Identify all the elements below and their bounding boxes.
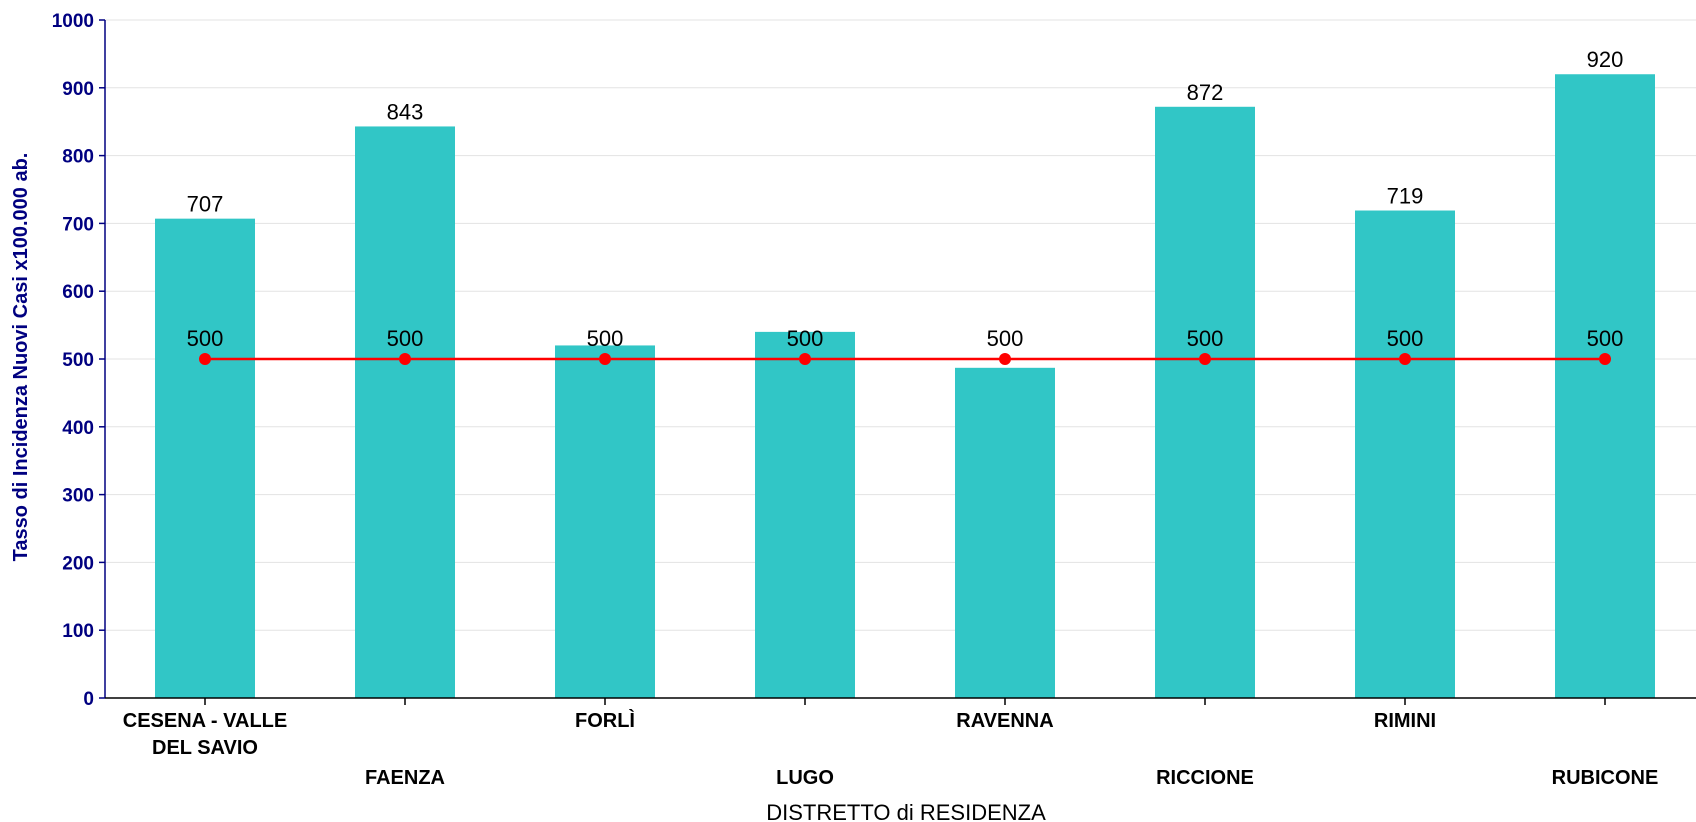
bar-value-label: 719 [1387,184,1424,209]
bar [1155,106,1255,698]
threshold-value-label: 500 [787,326,824,351]
y-tick-label: 700 [62,214,94,235]
bar-series [155,74,1655,699]
threshold-point [599,353,611,365]
bar [955,367,1055,698]
data-labels: 707 843 872 719 920 500 500 500 500 500 500 500 500 [187,47,1624,351]
threshold-value-label: 500 [387,326,424,351]
threshold-value-label: 500 [1387,326,1424,351]
x-category-label: DEL SAVIO [152,737,258,759]
x-category-label: LUGO [776,767,834,789]
threshold-line-series [199,353,1611,365]
threshold-point [999,353,1011,365]
bar [1355,210,1455,698]
y-tick-label: 300 [62,486,94,507]
y-tick-label: 500 [62,350,94,371]
threshold-point [1399,353,1411,365]
x-category-label: RAVENNA [956,710,1053,732]
y-tick-label: 200 [62,553,94,574]
x-category-label: RUBICONE [1552,767,1659,789]
threshold-point [799,353,811,365]
threshold-value-label: 500 [1187,326,1224,351]
threshold-point [1599,353,1611,365]
axes: 0 100 200 300 400 500 600 700 800 900 1000 CESENA -… [52,11,1696,789]
y-tick-label: 800 [62,147,94,168]
threshold-value-label: 500 [187,326,224,351]
bar-value-label: 872 [1187,80,1224,105]
y-tick-label: 400 [62,418,94,439]
threshold-value-label: 500 [987,326,1024,351]
threshold-value-label: 500 [587,326,624,351]
bar [1555,74,1655,699]
x-category-label: CESENA - VALLE [123,710,287,732]
y-axis-title: Tasso di Incidenza Nuovi Casi x100.000 a… [10,153,32,562]
grid-lines [105,19,1696,631]
x-category-label: RIMINI [1374,710,1436,732]
bar [755,331,855,698]
bar-value-label: 843 [387,99,424,124]
x-axis-title: DISTRETTO di RESIDENZA [766,800,1046,822]
bar [355,126,455,699]
threshold-point [199,353,211,365]
bar-value-label: 707 [187,192,224,217]
bar [155,218,255,699]
x-category-label: FORLÌ [575,709,635,732]
threshold-point [1199,353,1211,365]
threshold-point [399,353,411,365]
bar-value-label: 920 [1587,47,1624,72]
y-tick-label: 600 [62,282,94,303]
threshold-value-label: 500 [1587,326,1624,351]
y-tick-label: 100 [62,621,94,642]
y-tick-label: 900 [62,79,94,100]
y-tick-label: 0 [83,689,94,710]
x-category-label: FAENZA [365,767,445,789]
x-category-label: RICCIONE [1156,767,1254,789]
bar [555,345,655,698]
y-tick-label: 1000 [52,11,94,32]
